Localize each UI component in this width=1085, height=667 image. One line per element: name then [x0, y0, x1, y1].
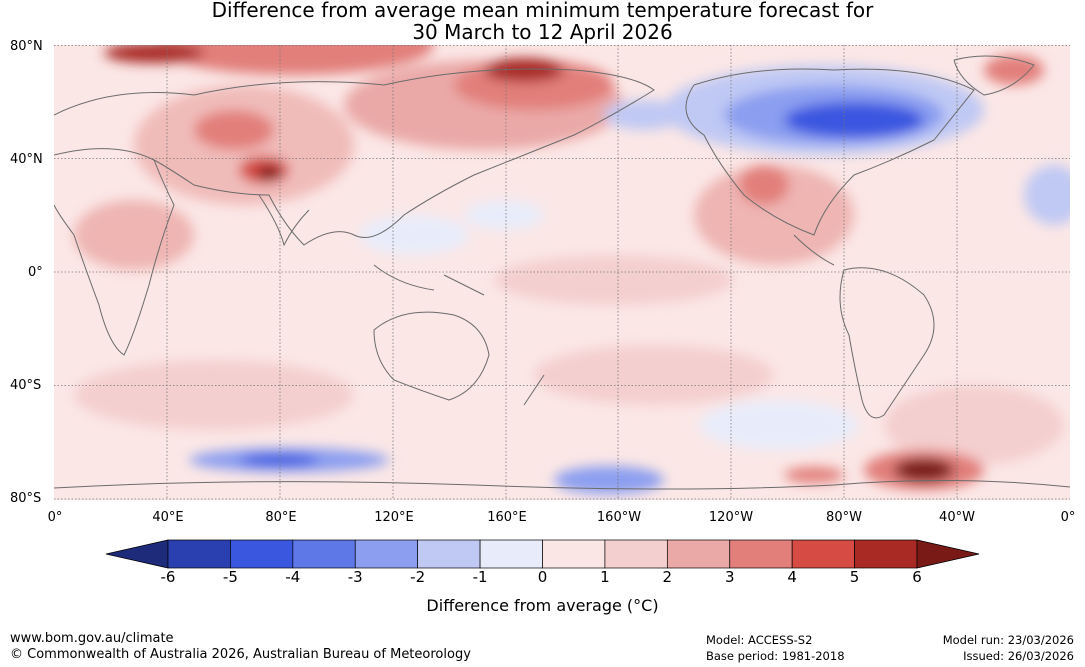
lon-label-80w: 80°W — [826, 510, 862, 525]
colorbar-tick-label: -4 — [285, 568, 301, 586]
lat-label-80n: 80°N — [10, 39, 43, 54]
graticule — [54, 45, 1070, 500]
lat-label-40n: 40°N — [10, 152, 43, 167]
world-map — [54, 45, 1070, 500]
lon-label-120e: 120°E — [374, 510, 414, 525]
map-title-line2: 30 March to 12 April 2026 — [412, 20, 673, 44]
lon-label-160w: 160°W — [596, 510, 642, 525]
colorbar-segment — [354, 539, 419, 569]
colorbar-tick-label: 6 — [912, 568, 922, 586]
footer-issued: Issued: 26/03/2026 — [963, 649, 1074, 663]
lon-label-120w: 120°W — [708, 510, 754, 525]
anomaly-field — [74, 45, 1070, 494]
lon-label-80e: 80°E — [265, 510, 297, 525]
colorbar-segment — [417, 539, 481, 569]
lat-label-80s: 80°S — [10, 491, 42, 506]
lon-label-160e: 160°E — [487, 510, 527, 525]
colorbar-label: Difference from average (°C) — [426, 596, 659, 615]
colorbar-extend-low — [105, 539, 169, 569]
lon-label-0-west: 0° — [47, 510, 63, 525]
map-title-line1: Difference from average mean minimum tem… — [211, 0, 874, 22]
colorbar-extend-high — [916, 539, 980, 569]
colorbar-tick-label: 3 — [724, 568, 735, 586]
lon-label-0-east: 0° — [1060, 510, 1076, 525]
colorbar-segment — [604, 539, 668, 569]
lon-label-40w: 40°W — [939, 510, 975, 525]
colorbar — [105, 539, 980, 569]
lat-label-equator: 0° — [28, 265, 43, 280]
colorbar-segment — [666, 539, 731, 569]
colorbar-segment — [167, 539, 231, 569]
footer-copyright: © Commonwealth of Australia 2026, Austra… — [10, 647, 471, 662]
colorbar-segment — [230, 539, 294, 569]
lon-label-40e: 40°E — [152, 510, 184, 525]
colorbar-tick-label: -6 — [160, 568, 176, 586]
colorbar-segment — [479, 539, 543, 569]
colorbar-tick-label: 1 — [600, 568, 610, 586]
colorbar-segment — [292, 539, 356, 569]
colorbar-tick-label: -5 — [222, 568, 238, 586]
colorbar-tick-label: 4 — [787, 568, 797, 586]
coastlines — [54, 55, 1070, 490]
colorbar-tick-label: 2 — [662, 568, 673, 586]
footer-model: Model: ACCESS-S2 — [706, 633, 813, 647]
footer-url[interactable]: www.bom.gov.au/climate — [10, 631, 174, 646]
colorbar-tick-label: -1 — [472, 568, 488, 586]
colorbar-tick-label: 5 — [849, 568, 860, 586]
colorbar-tick-label: 0 — [537, 568, 548, 586]
colorbar-segment — [542, 539, 606, 569]
colorbar-segment — [854, 539, 918, 569]
colorbar-segment — [791, 539, 855, 569]
colorbar-tick-label: -3 — [347, 568, 363, 586]
colorbar-segment — [729, 539, 793, 569]
footer-base-period: Base period: 1981-2018 — [706, 649, 845, 663]
lat-label-40s: 40°S — [10, 378, 42, 393]
colorbar-tick-label: -2 — [410, 568, 426, 586]
footer-model-run: Model run: 23/03/2026 — [942, 633, 1074, 647]
